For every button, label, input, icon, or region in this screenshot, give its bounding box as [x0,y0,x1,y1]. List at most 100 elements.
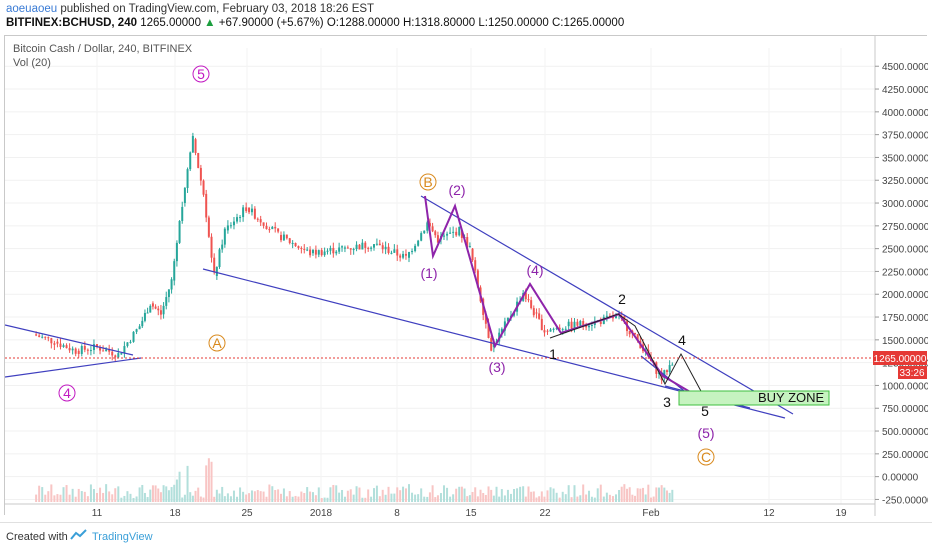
volume-bar [665,490,668,502]
volume-bar [373,488,375,502]
volume-bar [143,492,146,502]
candle [446,231,449,241]
volume-bar [487,486,490,502]
last-price: 1265.00000 [140,17,201,29]
label-sub-2: 2 [618,291,626,307]
symbol-line: BITFINEX:BCHUSD, 240 1265.00000 ▲ +67.90… [6,17,624,29]
label-A: A [212,335,222,351]
volume-bar [549,487,552,502]
candle [323,247,326,257]
label-wave-1: (1) [420,265,437,281]
volume-bar [423,496,426,502]
volume-bar [476,496,479,502]
volume-bar [285,496,288,502]
volume-bar [590,496,593,502]
y-tick-label: 250.00000 [882,450,928,461]
volume-bar [355,486,358,502]
candle [320,247,323,257]
volume-bar [588,490,591,502]
candle [490,335,493,352]
x-tick-label: 22 [539,508,551,516]
volume-bar [393,493,396,502]
volume-bar [280,493,283,502]
candle [552,327,555,333]
volume-bar [495,486,498,502]
candle [378,239,381,246]
candle [387,243,390,255]
volume-bar [74,496,77,502]
candles [35,132,674,385]
candle [162,302,165,319]
volume-bar [561,491,564,502]
volume-bar [311,492,314,502]
y-tick-label: 750.00000 [882,404,928,415]
black-waves [549,313,703,394]
candle [239,214,242,223]
volume-bar [608,494,611,502]
candle [414,243,417,253]
candle [183,186,186,207]
candle [396,244,399,261]
subwave-path [549,313,703,394]
tradingview-link[interactable]: TradingView [92,531,153,543]
author-link[interactable]: aoeuaoeu [6,3,58,15]
volume-bar [426,496,429,502]
volume-bar [151,485,154,502]
volume-bar [38,485,41,502]
candle [300,246,303,254]
candle [411,248,414,255]
x-tick-label: 11 [92,508,103,516]
candle [89,345,92,356]
volume-bar [47,491,50,502]
volume-bar [320,497,323,502]
candle [173,258,176,286]
candle [159,304,162,320]
candle [210,233,213,263]
volume-bar [236,496,239,502]
candle [226,220,229,234]
countdown-text: 33:26 [899,368,924,379]
candle [143,309,146,323]
candle [373,243,375,251]
y-tick-label: 3250.00000 [882,176,928,187]
volume-bar [443,485,446,502]
volume-bar [62,487,65,502]
high-value: H:1318.80000 [402,17,476,29]
volume-bar [223,496,226,502]
x-tick-label: 8 [394,508,400,516]
candle [471,247,474,262]
candle [417,239,420,247]
candle [384,241,387,255]
volume-bar [202,497,205,502]
candle [540,314,543,331]
volume-bar [631,494,634,502]
publish-line: aoeuaoeu published on TradingView.com, F… [6,3,374,15]
label-sub-4: 4 [678,332,686,348]
volume-bar [274,490,277,502]
price-badge-text: 1265.00000 [874,354,927,365]
volume-bar [80,491,83,502]
candle [332,242,335,258]
candle [248,207,251,215]
chart-area[interactable]: -250.00000 0.00000 250.00000 500.00000 750.0… [4,35,932,519]
price-chart[interactable]: -250.00000 0.00000 250.00000 500.00000 750.0… [4,36,932,519]
volume-bar [59,494,62,502]
candle [151,301,154,310]
volume-bar [56,494,59,502]
volume-bar [417,494,420,502]
volume-bar [197,487,200,502]
candle [431,222,434,233]
volume-bar [458,486,461,502]
candle [242,204,245,222]
candle [549,327,552,332]
volume-bar [500,489,503,502]
volume-bar [620,486,623,502]
volume-bar [229,496,232,502]
volume-bar [309,491,312,502]
volume-bar [535,497,538,502]
volume-bar [332,484,335,502]
volume-bar [582,484,585,502]
candle [346,245,349,249]
indicator-label: Vol (20) [13,57,51,69]
volume-bar [455,488,458,502]
